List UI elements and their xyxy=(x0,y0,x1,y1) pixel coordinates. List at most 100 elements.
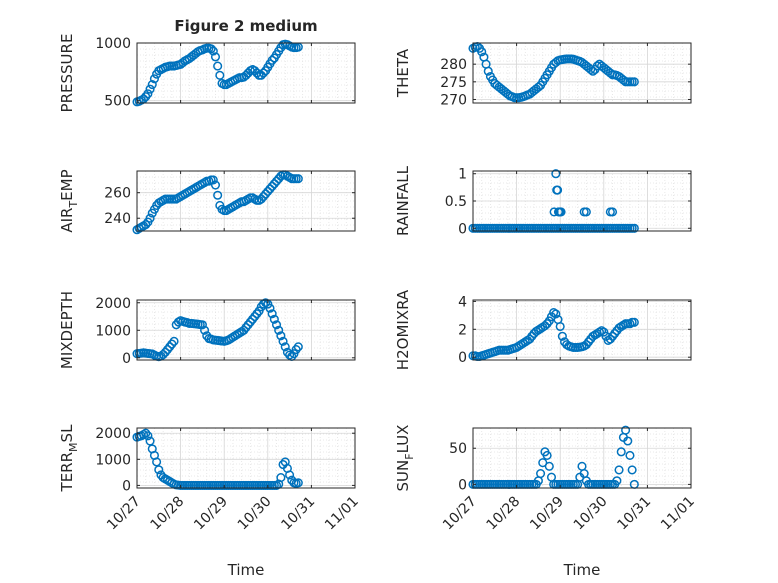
data-point xyxy=(208,46,218,56)
data-point xyxy=(258,68,268,78)
data-point xyxy=(263,186,273,196)
data-point xyxy=(145,84,155,94)
data-point xyxy=(267,309,277,319)
y-tick-label: 280 xyxy=(440,57,467,73)
x-axis-label: Time xyxy=(227,561,265,579)
data-point xyxy=(293,342,303,352)
y-axis-label: H2OMIXRA xyxy=(394,289,412,370)
data-point xyxy=(581,207,591,217)
data-point xyxy=(169,336,179,346)
data-point xyxy=(256,194,266,204)
data-point xyxy=(629,77,639,87)
data-point xyxy=(557,331,567,341)
series-1 xyxy=(132,39,303,107)
data-point xyxy=(607,207,618,217)
data-point xyxy=(141,220,151,230)
data-point xyxy=(625,450,635,461)
y-axis-label: PRESSURE xyxy=(58,34,76,113)
data-point xyxy=(274,325,284,335)
data-point xyxy=(280,342,290,352)
data-point xyxy=(477,47,487,57)
y-tick-label: 260 xyxy=(104,186,131,202)
data-point xyxy=(149,74,159,84)
data-point xyxy=(252,68,262,78)
data-point xyxy=(210,180,221,190)
data-point xyxy=(271,176,282,186)
axes-box xyxy=(136,427,356,489)
y-tick-label: 270 xyxy=(440,92,467,108)
y-tick-label: 0.5 xyxy=(445,194,467,210)
data-point xyxy=(552,185,562,195)
data-point xyxy=(278,336,288,346)
y-axis-label: MIXDEPTH xyxy=(58,291,76,369)
data-point xyxy=(197,320,207,330)
y-tick-label: 4 xyxy=(458,294,467,310)
series-1 xyxy=(132,170,303,235)
y-axis-label: SUNFLUX xyxy=(394,425,416,492)
y-tick-label: 1 xyxy=(458,167,467,183)
data-point xyxy=(623,436,633,446)
data-point xyxy=(588,66,598,76)
series-1 xyxy=(132,428,303,490)
y-axis-label: AIRTEMP xyxy=(58,169,80,232)
data-point xyxy=(267,55,277,65)
y-tick-label: 0 xyxy=(458,221,467,237)
data-point xyxy=(555,321,565,332)
y-tick-label: 275 xyxy=(440,75,467,91)
y-tick-label: 1000 xyxy=(95,36,131,52)
data-point xyxy=(614,465,624,475)
y-tick-label: 0 xyxy=(122,351,131,367)
axes-box xyxy=(472,299,692,361)
data-point xyxy=(536,468,546,479)
data-point xyxy=(269,179,279,189)
data-point xyxy=(154,465,164,475)
data-point xyxy=(145,436,155,446)
data-point xyxy=(258,191,268,202)
data-point xyxy=(143,89,153,99)
data-point xyxy=(143,431,153,441)
data-point xyxy=(276,331,286,341)
data-point xyxy=(213,61,223,71)
data-point xyxy=(267,181,277,191)
axes-5: 0 1000 2000 MIXDEPTH xyxy=(58,291,356,369)
series-1 xyxy=(468,308,639,362)
data-point xyxy=(147,79,157,90)
data-point xyxy=(210,52,221,62)
data-point xyxy=(293,174,303,184)
data-point xyxy=(544,461,554,471)
data-point xyxy=(629,223,639,233)
series-1 xyxy=(468,169,639,233)
y-tick-label: 0 xyxy=(122,478,131,494)
data-point xyxy=(206,44,216,54)
y-axis-label: RAINFALL xyxy=(394,165,412,236)
data-point xyxy=(627,465,637,475)
data-point xyxy=(293,478,303,488)
data-point xyxy=(208,175,218,185)
y-tick-label: 500 xyxy=(104,94,131,110)
data-point xyxy=(285,470,295,480)
data-point xyxy=(616,447,626,457)
data-point xyxy=(152,457,162,467)
y-tick-label: 1000 xyxy=(95,452,131,468)
data-point xyxy=(621,425,631,435)
data-point xyxy=(483,66,493,76)
data-point xyxy=(629,317,639,327)
y-tick-label: 2000 xyxy=(95,426,131,442)
data-point xyxy=(261,189,271,199)
data-point xyxy=(551,169,561,179)
data-point xyxy=(145,213,155,223)
data-point xyxy=(612,476,622,486)
data-point xyxy=(276,473,286,483)
axes-box xyxy=(136,42,356,104)
data-point xyxy=(215,70,225,80)
y-tick-label: 2000 xyxy=(95,296,131,312)
data-point xyxy=(533,82,543,92)
axes-4: 0 0.5 1 RAINFALL xyxy=(394,165,692,237)
y-tick-label: 240 xyxy=(104,211,131,227)
y-tick-label: 0 xyxy=(458,350,467,366)
axes-3: 240 260 AIRTEMP xyxy=(58,169,356,235)
data-point xyxy=(271,320,282,330)
y-tick-label: 0 xyxy=(458,477,467,493)
